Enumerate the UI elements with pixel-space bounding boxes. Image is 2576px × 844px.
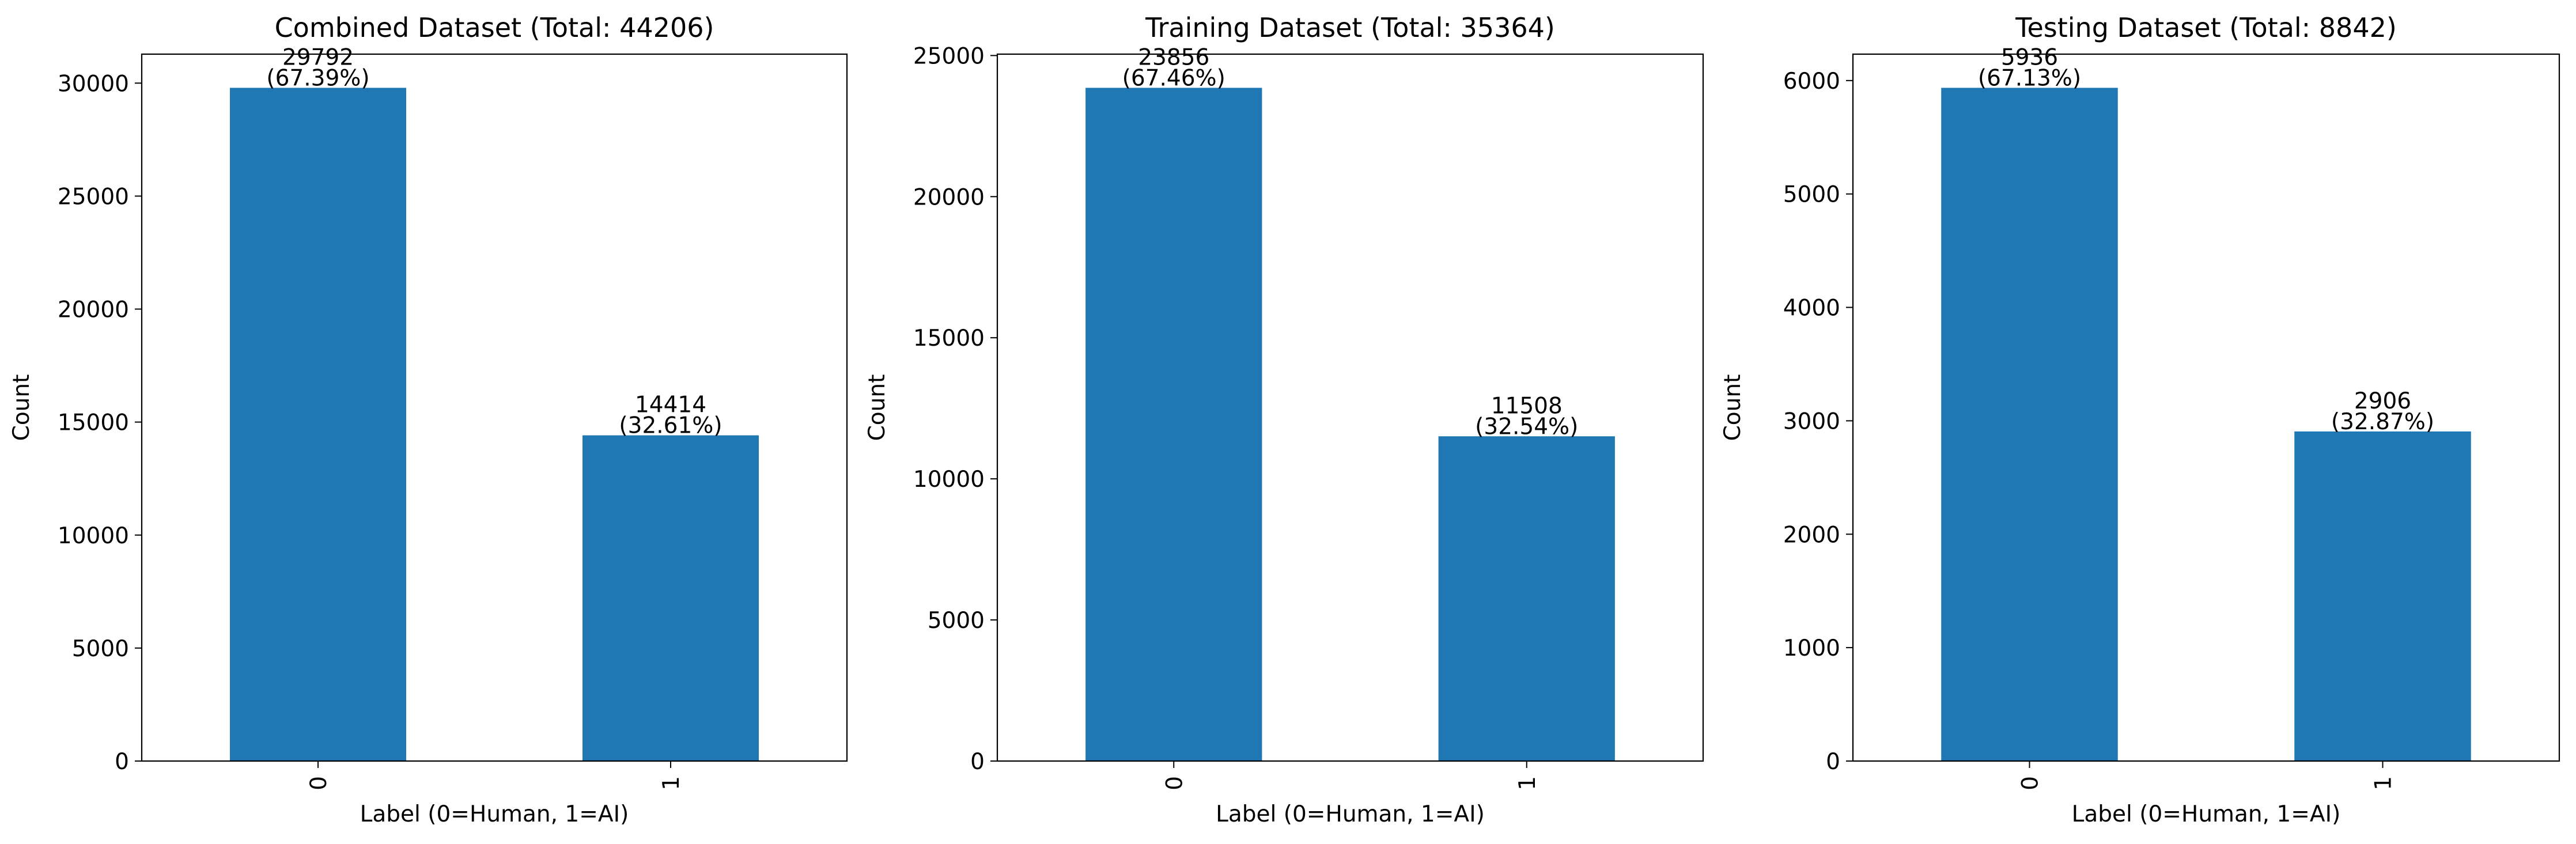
bar-value-label: 2906 bbox=[2354, 388, 2411, 414]
y-tick-label: 1000 bbox=[1783, 635, 1840, 661]
bar-percent-label: (32.61%) bbox=[619, 413, 722, 439]
y-axis-label: Count bbox=[864, 374, 890, 441]
y-tick-label: 2000 bbox=[1783, 522, 1840, 548]
chart-title: Combined Dataset (Total: 44206) bbox=[275, 12, 714, 43]
x-axis-label: Label (0=Human, 1=AI) bbox=[360, 801, 629, 827]
y-tick-label: 10000 bbox=[913, 467, 985, 493]
bar bbox=[230, 88, 406, 761]
y-tick-label: 0 bbox=[115, 749, 129, 775]
y-tick-label: 20000 bbox=[58, 297, 129, 323]
chart-panel-2: Testing Dataset (Total: 8842)5936(67.13%… bbox=[1720, 12, 2560, 827]
bar-percent-label: (67.46%) bbox=[1122, 65, 1225, 91]
bar-percent-label: (32.87%) bbox=[2331, 409, 2434, 435]
bar-value-label: 23856 bbox=[1138, 44, 1209, 70]
bar bbox=[582, 435, 759, 761]
y-axis-label: Count bbox=[1720, 374, 1746, 441]
y-tick-label: 0 bbox=[970, 749, 985, 775]
y-tick-label: 10000 bbox=[58, 523, 129, 549]
chart-title: Testing Dataset (Total: 8842) bbox=[2015, 12, 2397, 43]
chart-panel-0: Combined Dataset (Total: 44206)29792(67.… bbox=[9, 12, 848, 827]
axes-frame bbox=[141, 53, 848, 762]
bar-value-label: 11508 bbox=[1491, 393, 1563, 419]
chart-title: Training Dataset (Total: 35364) bbox=[1145, 12, 1555, 43]
bar-percent-label: (67.13%) bbox=[1978, 65, 2081, 91]
bar-percent-label: (32.54%) bbox=[1475, 414, 1578, 440]
x-tick-label: 1 bbox=[659, 776, 684, 790]
x-tick-label: 0 bbox=[1162, 776, 1187, 790]
bar bbox=[1085, 88, 1262, 761]
x-tick-label: 0 bbox=[2018, 776, 2044, 790]
y-tick-label: 0 bbox=[1826, 749, 1840, 775]
y-tick-label: 15000 bbox=[58, 410, 129, 436]
bar bbox=[1438, 436, 1615, 761]
x-axis-label: Label (0=Human, 1=AI) bbox=[1216, 801, 1485, 827]
axes-frame bbox=[996, 53, 1704, 762]
bar-percent-label: (67.39%) bbox=[266, 65, 369, 91]
chart-panel-1: Training Dataset (Total: 35364)23856(67.… bbox=[864, 12, 1704, 827]
y-tick-label: 15000 bbox=[913, 326, 985, 351]
y-tick-label: 3000 bbox=[1783, 408, 1840, 434]
y-tick-label: 4000 bbox=[1783, 296, 1840, 321]
x-tick-label: 1 bbox=[1515, 776, 1541, 790]
axes-frame bbox=[1852, 53, 2560, 762]
y-tick-label: 5000 bbox=[928, 608, 985, 634]
bar-value-label: 5936 bbox=[2001, 44, 2058, 70]
y-tick-label: 20000 bbox=[913, 184, 985, 210]
x-tick-label: 1 bbox=[2371, 776, 2397, 790]
y-tick-label: 5000 bbox=[72, 636, 129, 662]
y-axis-label: Count bbox=[9, 374, 35, 441]
bar-value-label: 29792 bbox=[282, 44, 354, 70]
y-tick-label: 30000 bbox=[58, 71, 129, 97]
y-tick-label: 25000 bbox=[58, 184, 129, 210]
y-tick-label: 5000 bbox=[1783, 182, 1840, 208]
bar-value-label: 14414 bbox=[635, 392, 706, 418]
x-axis-label: Label (0=Human, 1=AI) bbox=[2072, 801, 2341, 827]
y-tick-label: 6000 bbox=[1783, 69, 1840, 94]
bar bbox=[1941, 88, 2118, 761]
y-tick-label: 25000 bbox=[913, 43, 985, 69]
bar bbox=[2294, 431, 2471, 761]
x-tick-label: 0 bbox=[306, 776, 332, 790]
